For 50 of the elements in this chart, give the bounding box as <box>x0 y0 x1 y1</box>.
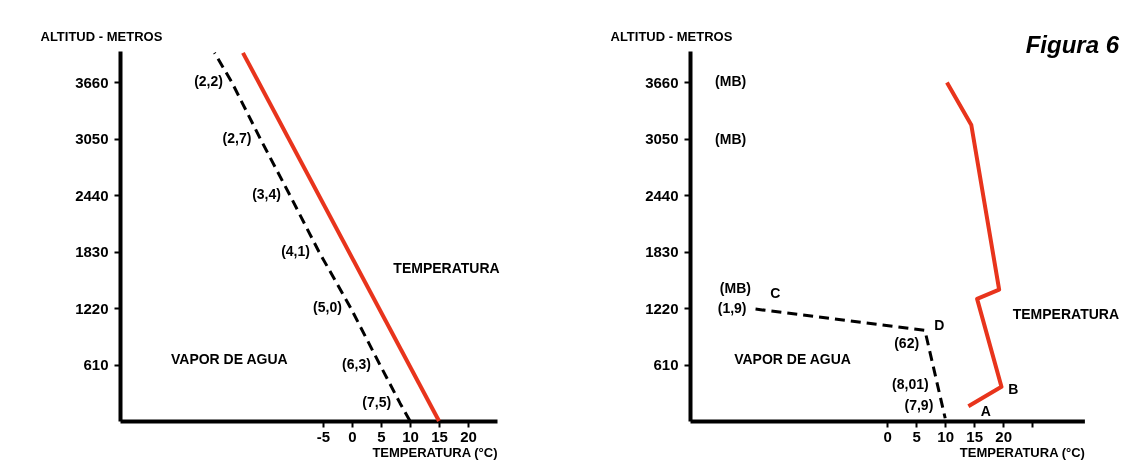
y-tick-label: 2440 <box>645 186 679 204</box>
y-tick-label: 2440 <box>75 186 109 204</box>
y-tick-label: 3050 <box>645 130 679 148</box>
annotation: (MB) <box>715 130 747 147</box>
annotation: (2,7) <box>222 129 252 146</box>
x-tick-label: 5 <box>912 427 921 445</box>
annotation: (7,5) <box>362 394 392 411</box>
x-tick-label: 10 <box>402 427 419 445</box>
y-tick-label: 610 <box>83 356 109 374</box>
annotation: TEMPERATURA <box>1012 305 1120 322</box>
annotation: (2,2) <box>194 73 223 90</box>
chart-title: Figura 6 <box>1025 31 1120 58</box>
annotation: (4,1) <box>281 242 310 259</box>
annotation: (7,9) <box>904 397 934 414</box>
x-tick-label: 20 <box>995 427 1013 445</box>
annotation: (5,0) <box>313 299 342 316</box>
y-axis-title: ALTITUD - METROS <box>610 28 733 44</box>
annotation: C <box>770 285 781 302</box>
y-tick-label: 3660 <box>645 73 679 91</box>
x-tick-label: 15 <box>431 427 448 445</box>
y-tick-label: 3050 <box>75 130 109 148</box>
annotation: (MB) <box>719 279 751 296</box>
y-tick-label: 1830 <box>645 243 679 261</box>
y-tick-label: 1220 <box>645 299 679 317</box>
annotation: (8,01) <box>892 375 929 392</box>
annotation: B <box>1008 380 1019 397</box>
x-tick-label: 0 <box>883 427 892 445</box>
annotation: VAPOR DE AGUA <box>170 350 288 367</box>
annotation: A <box>980 402 991 419</box>
y-tick-label: 3660 <box>75 73 109 91</box>
y-axis-title: ALTITUD - METROS <box>40 28 163 44</box>
x-tick-label: 15 <box>966 427 984 445</box>
x-axis-title: TEMPERATURA (°C) <box>372 444 498 460</box>
y-tick-label: 610 <box>653 356 679 374</box>
y-tick-label: 1220 <box>75 299 109 317</box>
x-tick-label: -5 <box>316 427 331 445</box>
x-tick-label: 10 <box>937 427 955 445</box>
annotation: (3,4) <box>252 186 281 203</box>
annotation: (62) <box>894 335 920 352</box>
x-tick-label: 0 <box>348 427 357 445</box>
annotation: D <box>934 316 945 333</box>
x-tick-label: 20 <box>460 427 477 445</box>
annotation: VAPOR DE AGUA <box>734 351 851 368</box>
annotation: TEMPERATURA <box>393 259 500 276</box>
y-tick-label: 1830 <box>75 243 109 261</box>
x-tick-label: 5 <box>377 427 386 445</box>
annotation: (MB) <box>715 73 747 90</box>
x-axis-title: TEMPERATURA (°C) <box>959 444 1085 460</box>
annotation: (6,3) <box>342 355 371 372</box>
annotation: (1,9) <box>717 300 747 317</box>
